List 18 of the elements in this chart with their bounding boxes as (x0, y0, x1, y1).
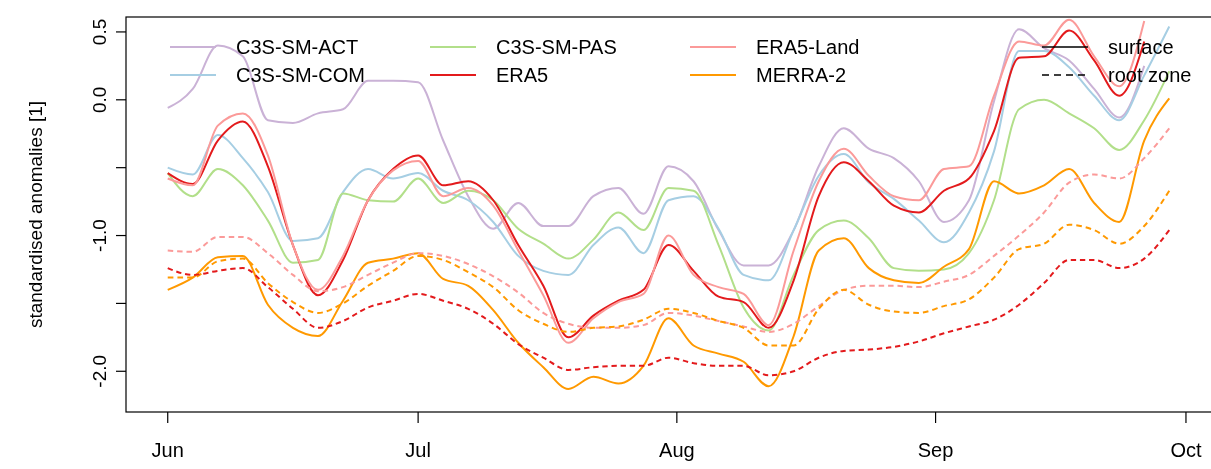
x-tick-label: Jun (151, 439, 184, 461)
x-tick-label: Oct (1170, 439, 1202, 461)
legend-label: C3S-SM-PAS (496, 36, 617, 58)
x-tick-label: Jul (405, 439, 431, 461)
y-tick-label: -1.0 (89, 219, 110, 252)
y-tick-label: 0.0 (89, 86, 110, 114)
x-tick-label: Sep (917, 439, 954, 461)
y-axis-title: standardised anomalies [1] (25, 100, 46, 329)
y-tick-label: -2.0 (89, 354, 110, 388)
line-series (166, 229, 1171, 377)
line-series (166, 97, 1171, 390)
legend-label: C3S-SM-ACT (236, 36, 359, 58)
legend-label: C3S-SM-COM (236, 64, 365, 86)
legend-label: MERRA-2 (756, 64, 847, 86)
legend-label: ERA5-Land (756, 36, 860, 58)
legend-label: ERA5 (496, 64, 549, 86)
x-tick-label: Aug (659, 439, 695, 461)
y-tick-label: 0.5 (89, 18, 110, 46)
